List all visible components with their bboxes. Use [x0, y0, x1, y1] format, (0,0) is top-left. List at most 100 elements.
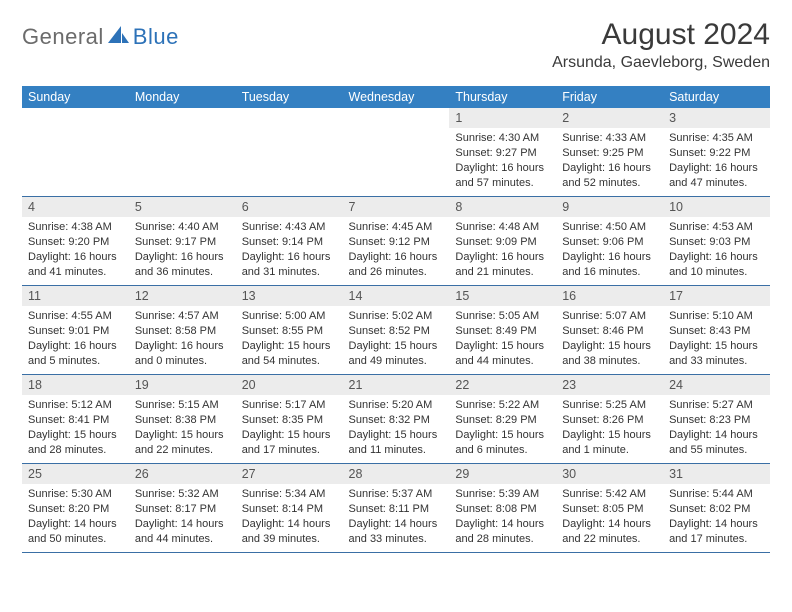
- sunrise-line: Sunrise: 4:57 AM: [135, 309, 230, 324]
- daylight-line: Daylight: 16 hours and 31 minutes.: [242, 250, 337, 280]
- day-number: [236, 108, 343, 128]
- day-number: 10: [663, 197, 770, 217]
- daylight-line: Daylight: 15 hours and 38 minutes.: [562, 339, 657, 369]
- daylight-line: Daylight: 15 hours and 22 minutes.: [135, 428, 230, 458]
- day-cell-17: 17Sunrise: 5:10 AMSunset: 8:43 PMDayligh…: [663, 286, 770, 375]
- sunset-line: Sunset: 8:14 PM: [242, 502, 337, 517]
- day-details: Sunrise: 5:37 AMSunset: 8:11 PMDaylight:…: [343, 484, 450, 550]
- sunset-line: Sunset: 8:35 PM: [242, 413, 337, 428]
- weekday-header-friday: Friday: [556, 86, 663, 108]
- sunset-line: Sunset: 9:20 PM: [28, 235, 123, 250]
- daylight-line: Daylight: 14 hours and 28 minutes.: [455, 517, 550, 547]
- daylight-line: Daylight: 16 hours and 36 minutes.: [135, 250, 230, 280]
- day-cell-empty: [343, 108, 450, 197]
- daylight-line: Daylight: 15 hours and 28 minutes.: [28, 428, 123, 458]
- sunrise-line: Sunrise: 5:42 AM: [562, 487, 657, 502]
- daylight-line: Daylight: 16 hours and 21 minutes.: [455, 250, 550, 280]
- day-cell-24: 24Sunrise: 5:27 AMSunset: 8:23 PMDayligh…: [663, 375, 770, 464]
- sunrise-line: Sunrise: 4:38 AM: [28, 220, 123, 235]
- sunrise-line: Sunrise: 4:35 AM: [669, 131, 764, 146]
- sunset-line: Sunset: 8:32 PM: [349, 413, 444, 428]
- day-details: Sunrise: 4:57 AMSunset: 8:58 PMDaylight:…: [129, 306, 236, 372]
- daylight-line: Daylight: 15 hours and 1 minute.: [562, 428, 657, 458]
- day-cell-6: 6Sunrise: 4:43 AMSunset: 9:14 PMDaylight…: [236, 197, 343, 286]
- day-number: 5: [129, 197, 236, 217]
- sunset-line: Sunset: 8:49 PM: [455, 324, 550, 339]
- location: Arsunda, Gaevleborg, Sweden: [552, 54, 770, 72]
- day-cell-5: 5Sunrise: 4:40 AMSunset: 9:17 PMDaylight…: [129, 197, 236, 286]
- day-details: Sunrise: 5:10 AMSunset: 8:43 PMDaylight:…: [663, 306, 770, 372]
- daylight-line: Daylight: 16 hours and 0 minutes.: [135, 339, 230, 369]
- sunrise-line: Sunrise: 5:17 AM: [242, 398, 337, 413]
- day-number: 26: [129, 464, 236, 484]
- sunset-line: Sunset: 8:52 PM: [349, 324, 444, 339]
- day-number: [343, 108, 450, 128]
- day-cell-31: 31Sunrise: 5:44 AMSunset: 8:02 PMDayligh…: [663, 464, 770, 553]
- calendar-table: SundayMondayTuesdayWednesdayThursdayFrid…: [22, 86, 770, 553]
- sunset-line: Sunset: 9:09 PM: [455, 235, 550, 250]
- sunrise-line: Sunrise: 5:32 AM: [135, 487, 230, 502]
- sunrise-line: Sunrise: 5:25 AM: [562, 398, 657, 413]
- sunset-line: Sunset: 8:38 PM: [135, 413, 230, 428]
- calendar-week-row: 1Sunrise: 4:30 AMSunset: 9:27 PMDaylight…: [22, 108, 770, 197]
- daylight-line: Daylight: 16 hours and 52 minutes.: [562, 161, 657, 191]
- day-number: 20: [236, 375, 343, 395]
- daylight-line: Daylight: 14 hours and 50 minutes.: [28, 517, 123, 547]
- day-cell-30: 30Sunrise: 5:42 AMSunset: 8:05 PMDayligh…: [556, 464, 663, 553]
- day-details: Sunrise: 4:53 AMSunset: 9:03 PMDaylight:…: [663, 217, 770, 283]
- day-details: Sunrise: 5:05 AMSunset: 8:49 PMDaylight:…: [449, 306, 556, 372]
- sunrise-line: Sunrise: 5:07 AM: [562, 309, 657, 324]
- day-details: Sunrise: 5:12 AMSunset: 8:41 PMDaylight:…: [22, 395, 129, 461]
- day-number: 28: [343, 464, 450, 484]
- sunrise-line: Sunrise: 5:22 AM: [455, 398, 550, 413]
- daylight-line: Daylight: 14 hours and 22 minutes.: [562, 517, 657, 547]
- sunset-line: Sunset: 8:29 PM: [455, 413, 550, 428]
- sunrise-line: Sunrise: 4:45 AM: [349, 220, 444, 235]
- sunset-line: Sunset: 9:27 PM: [455, 146, 550, 161]
- day-number: 13: [236, 286, 343, 306]
- day-number: 29: [449, 464, 556, 484]
- day-number: 3: [663, 108, 770, 128]
- day-details: Sunrise: 5:25 AMSunset: 8:26 PMDaylight:…: [556, 395, 663, 461]
- day-cell-empty: [22, 108, 129, 197]
- sunrise-line: Sunrise: 5:37 AM: [349, 487, 444, 502]
- logo-text-general: General: [22, 24, 104, 50]
- sunset-line: Sunset: 8:55 PM: [242, 324, 337, 339]
- daylight-line: Daylight: 14 hours and 55 minutes.: [669, 428, 764, 458]
- calendar-week-row: 4Sunrise: 4:38 AMSunset: 9:20 PMDaylight…: [22, 197, 770, 286]
- day-details: Sunrise: 5:34 AMSunset: 8:14 PMDaylight:…: [236, 484, 343, 550]
- day-cell-12: 12Sunrise: 4:57 AMSunset: 8:58 PMDayligh…: [129, 286, 236, 375]
- day-details: Sunrise: 4:38 AMSunset: 9:20 PMDaylight:…: [22, 217, 129, 283]
- day-number: 8: [449, 197, 556, 217]
- sunset-line: Sunset: 8:46 PM: [562, 324, 657, 339]
- day-details: Sunrise: 5:17 AMSunset: 8:35 PMDaylight:…: [236, 395, 343, 461]
- sunset-line: Sunset: 8:23 PM: [669, 413, 764, 428]
- sunset-line: Sunset: 9:06 PM: [562, 235, 657, 250]
- sunrise-line: Sunrise: 5:27 AM: [669, 398, 764, 413]
- day-details: Sunrise: 5:32 AMSunset: 8:17 PMDaylight:…: [129, 484, 236, 550]
- sunrise-line: Sunrise: 4:53 AM: [669, 220, 764, 235]
- calendar-page: General Blue August 2024 Arsunda, Gaevle…: [0, 0, 792, 553]
- day-number: 11: [22, 286, 129, 306]
- sunrise-line: Sunrise: 4:48 AM: [455, 220, 550, 235]
- sunset-line: Sunset: 8:05 PM: [562, 502, 657, 517]
- sunset-line: Sunset: 9:01 PM: [28, 324, 123, 339]
- daylight-line: Daylight: 15 hours and 54 minutes.: [242, 339, 337, 369]
- day-cell-27: 27Sunrise: 5:34 AMSunset: 8:14 PMDayligh…: [236, 464, 343, 553]
- day-details: Sunrise: 5:20 AMSunset: 8:32 PMDaylight:…: [343, 395, 450, 461]
- day-details: Sunrise: 5:15 AMSunset: 8:38 PMDaylight:…: [129, 395, 236, 461]
- day-details: Sunrise: 4:33 AMSunset: 9:25 PMDaylight:…: [556, 128, 663, 194]
- weekday-header-sunday: Sunday: [22, 86, 129, 108]
- day-number: 12: [129, 286, 236, 306]
- sunset-line: Sunset: 9:22 PM: [669, 146, 764, 161]
- weekday-header-monday: Monday: [129, 86, 236, 108]
- day-cell-15: 15Sunrise: 5:05 AMSunset: 8:49 PMDayligh…: [449, 286, 556, 375]
- day-number: 18: [22, 375, 129, 395]
- day-details: Sunrise: 5:02 AMSunset: 8:52 PMDaylight:…: [343, 306, 450, 372]
- sunrise-line: Sunrise: 5:00 AM: [242, 309, 337, 324]
- day-cell-16: 16Sunrise: 5:07 AMSunset: 8:46 PMDayligh…: [556, 286, 663, 375]
- day-number: 2: [556, 108, 663, 128]
- day-details: Sunrise: 5:27 AMSunset: 8:23 PMDaylight:…: [663, 395, 770, 461]
- day-number: [129, 108, 236, 128]
- day-cell-10: 10Sunrise: 4:53 AMSunset: 9:03 PMDayligh…: [663, 197, 770, 286]
